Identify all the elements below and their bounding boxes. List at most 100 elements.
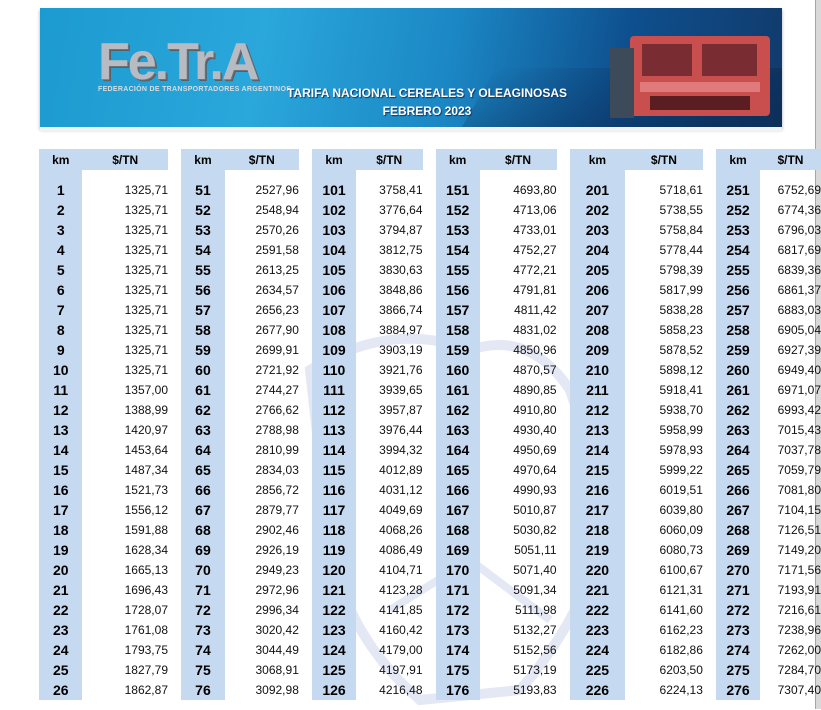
- price-cell: 4713,06: [513, 203, 557, 217]
- km-cell: 271: [716, 580, 760, 600]
- column-gap: [423, 380, 436, 400]
- km-cell: 252: [716, 200, 760, 220]
- km-cell: 21: [39, 580, 83, 600]
- km-cell: 7: [39, 300, 83, 320]
- column-gap: [703, 200, 716, 220]
- page-scroll-gutter: [816, 0, 821, 709]
- document-title: TARIFA NACIONAL CEREALES Y OLEAGINOSAS: [286, 86, 568, 100]
- km-cell: 114: [312, 440, 356, 460]
- column-gap: [423, 560, 436, 580]
- price-cell: 2788,98: [255, 423, 299, 437]
- price-cell: 6182,86: [659, 643, 703, 657]
- price-cell: 4068,26: [379, 523, 423, 537]
- price-cell: 5817,99: [659, 283, 703, 297]
- price-cell: 6100,67: [659, 563, 703, 577]
- km-cell: 159: [435, 340, 480, 360]
- km-cell: 161: [435, 380, 480, 400]
- column-gap: [557, 440, 570, 460]
- table-row: 13 1420,97 63 2788,98 113 3976,44 163 4930,40 21…: [39, 420, 821, 440]
- column-gap: [299, 600, 312, 620]
- km-cell: 213: [569, 420, 625, 440]
- column-header-price: $/TN: [759, 149, 821, 170]
- column-gap: [423, 520, 436, 540]
- km-cell: 172: [435, 600, 480, 620]
- km-cell: 168: [435, 520, 480, 540]
- price-cell: 4950,69: [513, 443, 557, 457]
- km-cell: 14: [39, 440, 83, 460]
- price-cell: 6817,69: [777, 243, 821, 257]
- column-gap: [557, 520, 570, 540]
- km-cell: 111: [312, 380, 356, 400]
- column-gap: [557, 460, 570, 480]
- price-cell: 6774,36: [777, 203, 821, 217]
- header-banner: Fe.Tr.A FEDERACIÓN DE TRANSPORTADORES AR…: [40, 8, 782, 128]
- spacer-cell: [423, 170, 436, 180]
- km-cell: 164: [435, 440, 480, 460]
- km-cell: 154: [435, 240, 480, 260]
- table-row: 23 1761,08 73 3020,42 123 4160,42 173 5132,27 22…: [39, 620, 821, 640]
- price-cell: 1696,43: [124, 583, 168, 597]
- price-cell: 4791,81: [513, 283, 557, 297]
- column-gap: [703, 149, 716, 170]
- table-row: 1 1325,71 51 2527,96 101 3758,41 151 4693,80 201…: [39, 180, 821, 200]
- column-gap: [423, 149, 436, 170]
- price-cell: 1325,71: [124, 203, 168, 217]
- price-cell: 2834,03: [255, 463, 299, 477]
- price-cell: 3866,74: [379, 303, 423, 317]
- price-cell: 4049,69: [379, 503, 423, 517]
- column-gap: [423, 580, 436, 600]
- column-gap: [557, 320, 570, 340]
- km-cell: 261: [716, 380, 760, 400]
- price-cell: 2902,46: [255, 523, 299, 537]
- km-cell: 68: [181, 520, 225, 540]
- km-cell: 126: [312, 680, 356, 700]
- km-cell: 208: [569, 320, 625, 340]
- price-cell: 2721,92: [255, 363, 299, 377]
- price-cell: 6060,09: [659, 523, 703, 537]
- km-cell: 15: [39, 460, 83, 480]
- price-cell: 5858,23: [659, 323, 703, 337]
- column-gap: [299, 280, 312, 300]
- column-gap: [703, 460, 716, 480]
- km-cell: 74: [181, 640, 225, 660]
- price-cell: 3848,86: [379, 283, 423, 297]
- price-cell: 1591,88: [124, 523, 168, 537]
- price-cell: 1728,07: [124, 603, 168, 617]
- column-gap: [423, 640, 436, 660]
- column-gap: [703, 500, 716, 520]
- price-cell: 5132,27: [513, 623, 557, 637]
- price-cell: 2879,77: [255, 503, 299, 517]
- spacer-cell: [569, 170, 625, 180]
- km-cell: 263: [716, 420, 760, 440]
- column-gap: [703, 600, 716, 620]
- km-cell: 18: [39, 520, 83, 540]
- km-cell: 106: [312, 280, 356, 300]
- table-row: 18 1591,88 68 2902,46 118 4068,26 168 5030,82 21…: [39, 520, 821, 540]
- spacer-cell: [480, 170, 557, 180]
- price-cell: 1325,71: [124, 363, 168, 377]
- table-row: 6 1325,71 56 2634,57 106 3848,86 156 4791,81 206…: [39, 280, 821, 300]
- km-cell: 109: [312, 340, 356, 360]
- price-cell: 5071,40: [513, 563, 557, 577]
- column-gap: [703, 620, 716, 640]
- km-cell: 268: [716, 520, 760, 540]
- km-cell: 55: [181, 260, 225, 280]
- price-cell: 7015,43: [777, 423, 821, 437]
- column-gap: [703, 560, 716, 580]
- price-cell: 6861,37: [777, 283, 821, 297]
- km-cell: 10: [39, 360, 83, 380]
- price-cell: 1521,73: [124, 483, 168, 497]
- km-cell: 169: [435, 540, 480, 560]
- price-cell: 1665,13: [124, 563, 168, 577]
- table-row: 19 1628,34 69 2926,19 119 4086,49 169 5051,11 21…: [39, 540, 821, 560]
- column-header-km: km: [312, 149, 356, 170]
- column-gap: [299, 360, 312, 380]
- price-cell: 2996,34: [255, 603, 299, 617]
- price-cell: 6883,03: [777, 303, 821, 317]
- column-gap: [168, 480, 181, 500]
- banner-bottom-edge: [40, 127, 782, 131]
- price-cell: 4160,42: [379, 623, 423, 637]
- km-cell: 64: [181, 440, 225, 460]
- km-cell: 219: [569, 540, 625, 560]
- km-cell: 204: [569, 240, 625, 260]
